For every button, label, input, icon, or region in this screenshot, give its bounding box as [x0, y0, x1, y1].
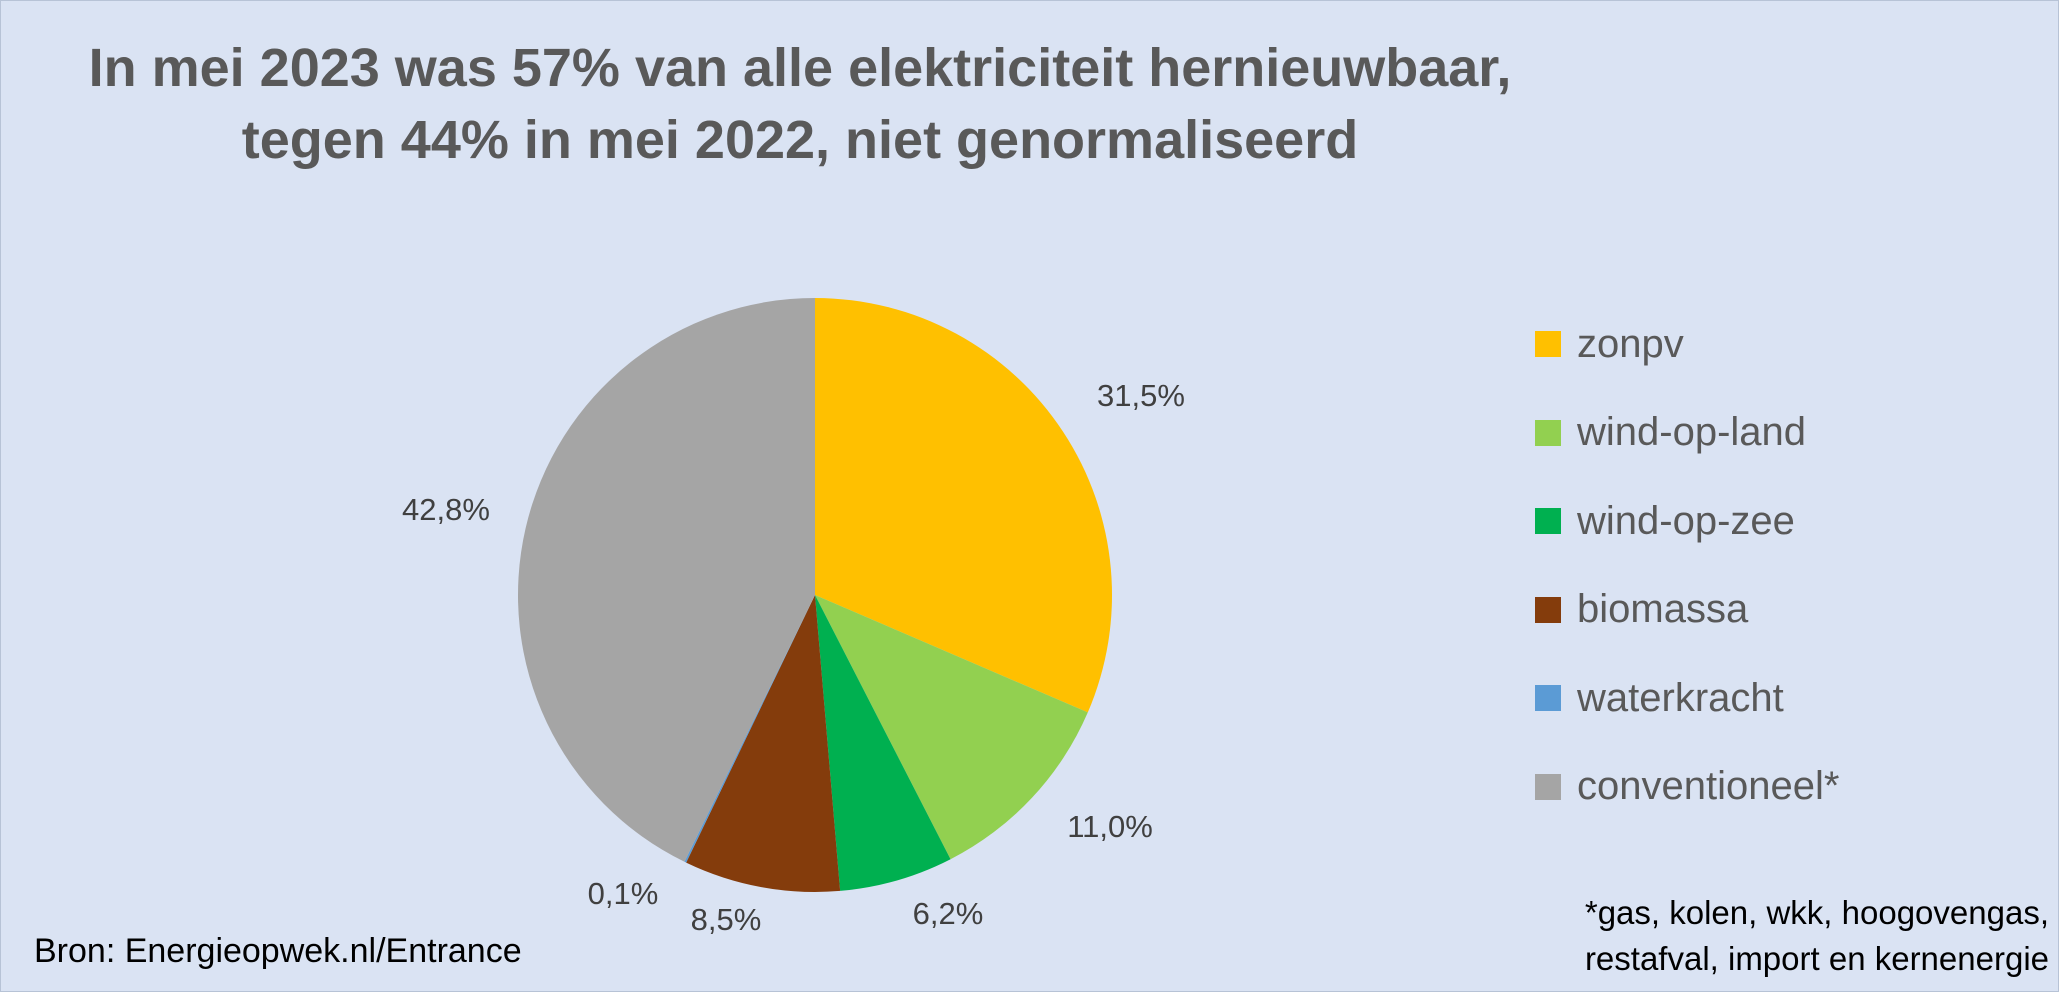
legend-item-conventioneel: conventioneel* [1535, 743, 1839, 832]
data-label-biomassa: 8,5% [691, 902, 762, 937]
source-note: Bron: Energieopwek.nl/Entrance [34, 932, 522, 970]
data-label-conventioneel: 42,8% [402, 492, 490, 527]
legend-item-zonpv: zonpv [1535, 300, 1839, 389]
legend-swatch-waterkracht [1535, 685, 1561, 712]
legend-swatch-biomassa [1535, 596, 1561, 623]
data-label-wind-op-zee: 6,2% [913, 896, 984, 931]
pie-slice-zonpv [815, 298, 1112, 713]
pie-slice-wind-op-land [815, 595, 1088, 860]
legend-label-wind-op-land: wind-op-land [1577, 410, 1807, 455]
pie-slice-waterkracht [684, 595, 815, 863]
legend-swatch-zonpv [1535, 331, 1561, 358]
legend-item-biomassa: biomassa [1535, 566, 1839, 655]
legend-item-wind-op-land: wind-op-land [1535, 389, 1839, 478]
legend-label-conventioneel: conventioneel* [1577, 764, 1840, 809]
data-label-zonpv: 31,5% [1097, 378, 1185, 413]
pie-slice-biomassa [686, 595, 841, 892]
legend-label-wind-op-zee: wind-op-zee [1577, 498, 1795, 543]
legend-swatch-conventioneel [1535, 773, 1561, 800]
data-label-waterkracht: 0,1% [588, 876, 659, 911]
legend-item-wind-op-zee: wind-op-zee [1535, 477, 1839, 566]
pie-slice-conventioneel [517, 298, 815, 862]
chart-title-line-2: tegen 44% in mei 2022, niet genormalisee… [241, 110, 1359, 170]
chart-title: In mei 2023 was 57% van alle elektricite… [0, 32, 1600, 176]
legend-item-waterkracht: waterkracht [1535, 654, 1839, 743]
legend-label-zonpv: zonpv [1577, 321, 1684, 366]
chart-title-line-1: In mei 2023 was 57% van alle elektricite… [88, 38, 1512, 98]
legend: zonpv wind-op-land wind-op-zee biomassa … [1535, 300, 1839, 831]
footnote-line-1: *gas, kolen, wkk, hoogovengas, [1584, 894, 2049, 931]
footnote-line-2: restafval, import en kernenergie [1584, 940, 2049, 977]
legend-swatch-wind-op-land [1535, 419, 1561, 446]
data-label-wind-op-land: 11,0% [1067, 809, 1153, 844]
pie-slice-wind-op-zee [815, 595, 951, 891]
legend-label-waterkracht: waterkracht [1577, 675, 1784, 720]
legend-swatch-wind-op-zee [1535, 508, 1561, 535]
legend-label-biomassa: biomassa [1577, 587, 1749, 632]
footnote: *gas, kolen, wkk, hoogovengas, restafval… [1585, 890, 2049, 982]
